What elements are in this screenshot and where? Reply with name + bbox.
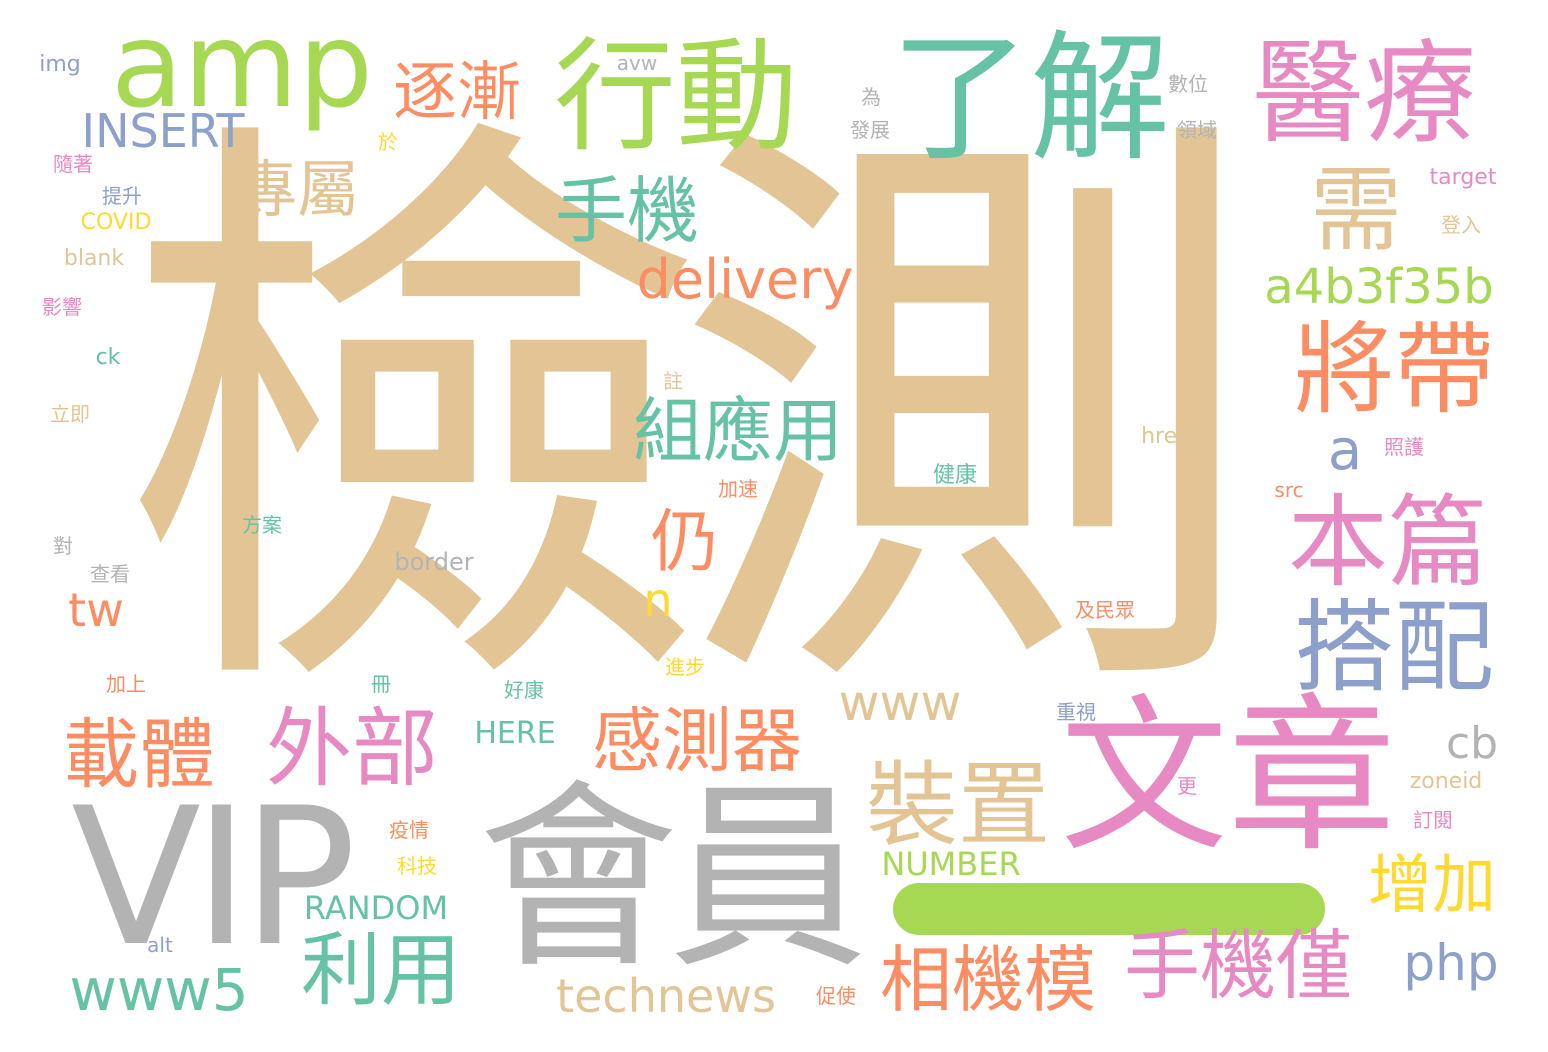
word-reng: 仍 [638,505,717,569]
word-xiangjimo: 相機模 [879,938,1097,1022]
word-jinbu: 進步 [665,655,705,679]
word-zhaohu: 照護 [1384,435,1424,459]
word-jiashang: 加上 [106,672,146,696]
word-jiankang: 健康 [932,463,978,488]
word-random: RANDOM [303,889,449,927]
word-technews: technews [556,969,776,1023]
word-ganceqi: 感測器 [592,700,802,782]
word-zhu: 註 [663,369,683,393]
word-yiliao: 醫療 [1252,29,1476,159]
word-a4b3f35b: a4b3f35b [1264,259,1494,315]
word-tw: tw [68,583,124,637]
word-geng: 更 [1177,774,1197,798]
word-avw: avw [616,51,658,75]
word-zengjia: 增加 [1368,849,1496,923]
word-cb: cb [1445,718,1499,769]
word-shuwei: 數位 [1168,72,1208,96]
word-php: php [1403,934,1499,992]
word-benpian: 本篇 [1288,484,1488,601]
word-here: HERE [474,716,556,751]
word-liaojie: 了解 [889,18,1171,181]
word-www: www [838,674,962,732]
word-img: img [39,52,81,77]
word-target: target [1429,165,1497,190]
word-xu: 需 [1309,157,1403,264]
word-href: href [1141,424,1185,449]
word-wei: 為 [861,85,881,109]
word-jiangdai: 將帶 [1294,311,1494,428]
word-ce: 冊 [371,672,391,696]
word-border: border [394,548,474,576]
word-vip: VIP [71,767,356,988]
word-yiqing: 疫情 [389,818,429,842]
word-jiance: 檢測 [117,76,1262,763]
word-lingyu: 領域 [1177,118,1217,142]
word-zaiti: 載體 [63,710,215,799]
word-covid: COVID [80,210,152,235]
word-number: NUMBER [881,845,1021,883]
word-delivery: delivery [636,248,854,311]
word-liyong: 利用 [301,924,461,1017]
word-huiyuan: 會員 [477,763,868,996]
word-zhuangzhi: 裝置 [865,752,1051,859]
word-dapei: 搭配 [1294,589,1494,706]
word-jiasu: 加速 [718,477,758,501]
word-fangan: 方案 [242,513,282,537]
word-wenzhang: 文章 [1060,679,1396,875]
word-n: n [643,573,673,627]
word-suizhe: 隨著 [53,152,93,176]
word-shoujijin: 手機僅 [1124,921,1352,1010]
word-blank: blank [63,246,125,271]
word-cushi: 促使 [816,984,856,1008]
word-zhongshi: 重視 [1056,700,1096,724]
word-a: a [1327,418,1363,483]
word-yu: 於 [378,130,398,154]
word-yingxiang: 影響 [42,295,82,319]
word-shouji: 手機 [554,169,700,253]
word-ck: ck [95,345,121,370]
word-jiminzhong: 及民眾 [1075,598,1135,622]
word-zoneid: zoneid [1409,769,1483,794]
word-insert: INSERT [81,104,245,158]
green-bar-mark [893,883,1325,935]
word-zhujian: 逐漸 [393,56,521,130]
word-fazhan: 發展 [850,118,890,142]
word-xingdong: 行動 [554,26,798,168]
word-zhuanshu: 專屬 [234,153,360,226]
word-src: src [1274,478,1304,502]
word-zuyingyong: 組應用 [633,390,843,472]
word-haokang: 好康 [504,678,544,702]
word-keji: 科技 [397,854,437,878]
word-dingyue: 訂閱 [1413,808,1453,832]
word-chakan: 查看 [90,562,130,586]
word-dui: 對 [53,534,73,558]
word-denglu: 登入 [1441,213,1481,237]
word-alt: alt [147,933,173,957]
word-amp: amp [110,0,374,134]
word-tisheng: 提升 [102,184,142,208]
word-www5: www5 [69,956,249,1024]
word-liji: 立即 [50,402,90,426]
word-waibu: 外部 [266,699,438,799]
